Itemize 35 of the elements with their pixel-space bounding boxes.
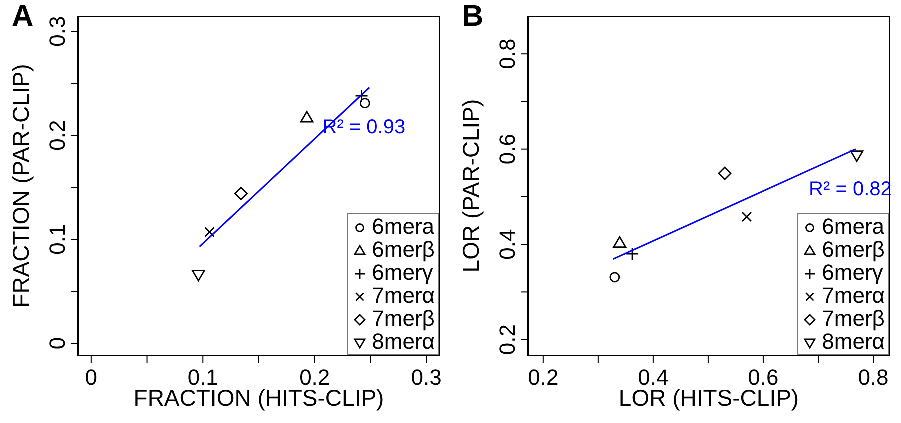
y-tick-label: 0.8 — [495, 38, 520, 70]
point — [718, 166, 732, 180]
point — [360, 98, 370, 109]
point — [850, 150, 864, 162]
legend-label: 7merα — [372, 283, 435, 308]
legend-label: 6mera — [822, 214, 885, 239]
y-axis-title: LOR (PAR-CLIP) — [458, 99, 484, 273]
legend-label: 6mera — [372, 214, 435, 239]
y-tick-label: 0.1 — [45, 224, 70, 255]
y-tick-label: 0.2 — [45, 120, 70, 151]
point — [626, 247, 640, 261]
y-axis-title: FRACTION (PAR-CLIP) — [8, 64, 34, 308]
y-tick-label: 0.3 — [45, 16, 70, 47]
y-tick-label: 0.2 — [495, 324, 520, 356]
point — [234, 187, 248, 200]
chart-title: A — [12, 0, 34, 34]
legend-label: 7merβ — [372, 306, 435, 331]
point — [192, 270, 206, 282]
legend-label: 6merβ — [372, 237, 435, 262]
point — [204, 227, 216, 238]
legend-label: 6merβ — [822, 237, 885, 262]
point — [610, 272, 620, 283]
y-tick-label: 0.4 — [495, 229, 520, 260]
point — [613, 236, 627, 248]
x-tick-label: 0.2 — [528, 365, 559, 390]
y-tick-label: 0.6 — [495, 134, 520, 165]
x-tick-label: 0 — [85, 365, 98, 390]
point — [742, 212, 752, 222]
point — [300, 111, 314, 123]
x-tick-label: 0.3 — [411, 365, 442, 390]
legend-label: 7merβ — [822, 306, 885, 331]
legend-label: 7merα — [822, 283, 885, 308]
x-tick-label: 0.8 — [858, 365, 889, 390]
y-tick-label: 0 — [45, 337, 70, 350]
chart-title: B — [462, 0, 484, 34]
